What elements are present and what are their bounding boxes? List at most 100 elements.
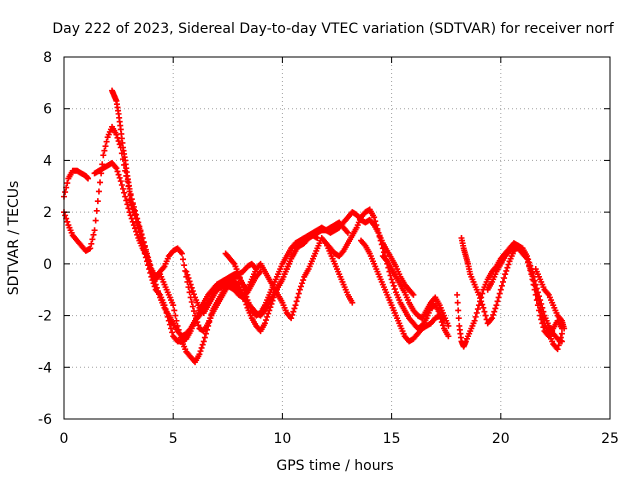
data-point <box>115 171 122 178</box>
y-tick-label: 4 <box>43 153 52 169</box>
data-point <box>238 280 245 287</box>
data-point <box>477 298 484 305</box>
data-point <box>152 281 159 288</box>
data-point <box>557 334 564 341</box>
data-point <box>299 280 306 287</box>
y-tick-label: -6 <box>38 412 52 428</box>
data-point <box>117 178 124 185</box>
data-point <box>438 319 445 326</box>
data-point <box>124 201 131 208</box>
data-point <box>113 165 120 172</box>
data-point <box>115 138 122 145</box>
x-tick-label: 15 <box>383 431 401 447</box>
data-point <box>171 307 178 314</box>
data-point <box>101 147 108 154</box>
data-point <box>526 263 533 270</box>
data-point <box>126 185 133 192</box>
data-point <box>188 298 195 305</box>
data-point <box>156 291 163 298</box>
data-point <box>188 284 195 291</box>
data-point <box>288 315 295 322</box>
data-point <box>199 341 206 348</box>
data-point <box>296 286 303 293</box>
x-tick-label: 5 <box>169 431 178 447</box>
data-point <box>527 267 534 274</box>
data-point <box>502 271 509 278</box>
data-point <box>138 231 145 238</box>
data-point <box>492 305 499 312</box>
data-point <box>87 245 94 252</box>
data-point <box>297 283 304 290</box>
plot-frame <box>63 56 611 420</box>
data-point <box>294 294 301 301</box>
data-point <box>200 338 207 345</box>
data-point <box>496 290 503 297</box>
data-point <box>64 218 71 225</box>
data-point <box>187 281 194 288</box>
data-point <box>121 189 128 196</box>
data-point <box>198 344 205 351</box>
data-point <box>455 307 462 314</box>
data-point <box>266 307 273 314</box>
series-track-10 <box>379 253 452 329</box>
data-point <box>172 312 179 319</box>
data-point <box>241 287 248 294</box>
series-track-9 <box>358 237 452 345</box>
data-point <box>268 300 275 307</box>
data-point <box>300 277 307 284</box>
data-point <box>493 302 500 309</box>
data-point <box>554 346 561 353</box>
data-point <box>503 267 510 274</box>
data-point <box>136 225 143 232</box>
data-point <box>269 297 276 304</box>
data-point <box>64 180 71 187</box>
data-point <box>134 218 141 225</box>
data-point <box>377 237 384 244</box>
data-point <box>130 209 137 216</box>
data-point <box>139 235 146 241</box>
data-point <box>102 143 109 150</box>
data-point <box>235 271 242 278</box>
data-point <box>374 225 381 232</box>
data-point <box>170 302 177 309</box>
data-point <box>154 288 161 295</box>
data-point <box>373 222 380 229</box>
data-point <box>380 249 387 256</box>
data-point <box>479 290 486 297</box>
data-point <box>178 250 185 257</box>
data-point <box>290 308 297 315</box>
grid-lines <box>64 57 610 419</box>
x-tick-labels: 0 5 10 15 20 25 <box>60 431 619 447</box>
data-point <box>475 302 482 309</box>
data-point <box>505 261 512 268</box>
data-point <box>480 304 487 311</box>
data-point <box>146 258 153 265</box>
data-point <box>143 250 150 257</box>
data-point <box>534 302 541 309</box>
data-point <box>524 255 531 262</box>
data-point <box>497 286 504 293</box>
data-point <box>295 290 302 297</box>
data-point <box>243 293 250 300</box>
data-point <box>91 227 98 234</box>
y-tick-label: 6 <box>43 102 52 118</box>
data-point <box>151 278 158 285</box>
data-point <box>536 307 543 314</box>
data-point <box>445 333 452 340</box>
data-point <box>116 174 123 181</box>
series-track-14 <box>532 266 568 332</box>
data-point <box>201 334 208 341</box>
data-point <box>92 217 99 224</box>
data-point <box>131 212 138 219</box>
data-point <box>482 312 489 319</box>
data-point <box>494 298 501 305</box>
data-point <box>89 236 96 243</box>
y-tick-label: -4 <box>38 360 52 376</box>
data-point <box>267 304 274 311</box>
data-point <box>532 291 539 298</box>
data-point <box>185 275 192 282</box>
data-points <box>61 87 568 366</box>
data-point <box>118 181 125 188</box>
y-tick-label: 2 <box>43 205 52 221</box>
